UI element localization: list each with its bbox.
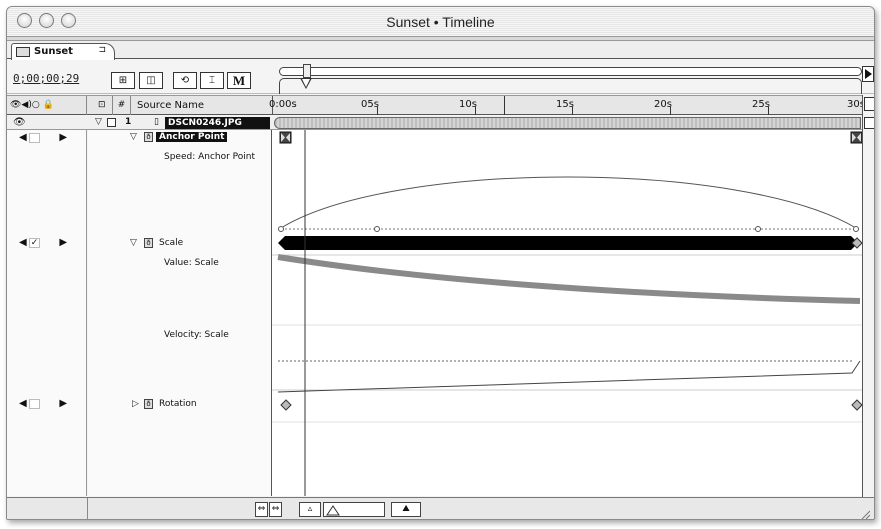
expand-collapse-switches-button[interactable]: ⇔: [255, 502, 268, 517]
speed-handle: [374, 226, 380, 232]
resize-grip-icon[interactable]: [860, 509, 870, 519]
comp-flowchart-button[interactable]: ⊞: [111, 72, 135, 89]
window-title: Sunset • Timeline: [386, 14, 495, 30]
anchor-keyframe-navigator[interactable]: ◀ ▶: [19, 132, 72, 143]
layer-name[interactable]: DSCN0246.JPG: [165, 117, 270, 129]
anchor-expand-triangle-icon[interactable]: ▽: [130, 132, 137, 142]
ruler-tick: [475, 107, 476, 115]
ruler-tick-label: 05s: [361, 99, 379, 110]
footage-icon: ▯: [154, 117, 159, 127]
property-graphs: [272, 130, 863, 496]
tab-label: Sunset: [34, 46, 73, 57]
tab-menu-icon[interactable]: ⊐: [98, 45, 106, 55]
scale-stopwatch-icon[interactable]: ð: [144, 238, 153, 248]
column-header-row: 👁◀)○ 🔒 ⊡ # Source Name 0:00s 05s 10s 15s…: [7, 95, 874, 115]
ruler-tick: [377, 107, 378, 115]
ruler-tick-label: 20s: [654, 99, 672, 110]
work-area-bracket[interactable]: [279, 78, 862, 94]
rotation-keyframe-start: [280, 399, 292, 411]
scale-expand-triangle-icon[interactable]: ▽: [130, 238, 137, 248]
layer-row[interactable]: 👁 ▽ 1 ▯ DSCN0246.JPG: [7, 116, 874, 130]
speed-handle: [278, 226, 284, 232]
scale-label[interactable]: Scale: [159, 238, 184, 248]
speed-handle: [853, 226, 859, 232]
ruler-tick-label: 0:00s: [269, 99, 297, 110]
scroll-thumb[interactable]: [864, 117, 874, 129]
timeline-bottom-bar: ⇔ ⇔ ▵ ⛰: [7, 497, 874, 519]
ruler-tick: [768, 107, 769, 115]
ruler-major-tick: [504, 96, 505, 115]
scale-keyframe-bar: [278, 236, 858, 250]
anchor-keyframe-start-glyph: [281, 133, 290, 142]
current-time-display[interactable]: 0;00;00;29: [13, 72, 80, 85]
tab-row: Sunset ⊐: [7, 41, 874, 60]
minimize-button[interactable]: [39, 13, 54, 28]
anchor-point-label[interactable]: Anchor Point: [156, 132, 228, 142]
label-column-header[interactable]: ⊡: [95, 96, 113, 115]
scale-keyframe-navigator[interactable]: ◀ ▶: [19, 237, 72, 248]
value-scale-curve: [277, 254, 861, 304]
anchor-keyframe-checkbox[interactable]: [29, 133, 40, 143]
time-ruler[interactable]: 0:00s 05s 10s 15s 20s 25s 30s: [269, 96, 865, 115]
source-name-header[interactable]: Source Name: [137, 100, 205, 111]
ruler-tick: [670, 107, 671, 115]
speed-anchor-label: Speed: Anchor Point: [164, 152, 256, 162]
scale-keyframe-checkbox[interactable]: ✓: [29, 238, 40, 248]
rotation-keyframe-checkbox[interactable]: [29, 399, 40, 409]
anchor-keyframe-end-glyph: [852, 133, 861, 142]
render-button[interactable]: ◫: [139, 72, 163, 89]
speed-anchor-curve: [280, 176, 857, 229]
value-scale-label: Value: Scale: [164, 258, 219, 268]
video-eye-icon[interactable]: 👁: [13, 117, 26, 128]
rotation-label[interactable]: Rotation: [159, 399, 197, 409]
av-switches-header: 👁◀)○ 🔒: [7, 96, 87, 115]
time-navigator-thumb[interactable]: [303, 64, 311, 78]
shy-button[interactable]: ⟲: [173, 72, 197, 89]
velocity-scale-label: Velocity: Scale: [164, 330, 229, 340]
close-button[interactable]: [17, 13, 32, 28]
rotation-stopwatch-icon[interactable]: ð: [144, 399, 153, 409]
zoom-in-button[interactable]: ⛰: [391, 502, 421, 517]
layer-duration-bar[interactable]: [274, 117, 861, 129]
anchor-keyframe-start: [279, 131, 292, 144]
speed-handle: [755, 226, 761, 232]
zoom-out-button[interactable]: ▵: [299, 502, 321, 517]
ruler-tick: [572, 107, 573, 115]
rotation-keyframe-end: [851, 399, 863, 411]
property-column: ▽ ð Anchor Point Speed: Anchor Point ▽ ð…: [88, 130, 272, 496]
bottom-divider: [87, 498, 88, 519]
rotation-expand-triangle-icon[interactable]: ▷: [132, 399, 139, 409]
layer-expand-triangle-icon[interactable]: ▽: [95, 117, 102, 127]
timeline-controls: 0;00;00;29 ⊞ ◫ ⟲ ⌶ M: [7, 60, 874, 94]
ruler-tick-label: 30s: [847, 99, 865, 110]
right-scrollbar[interactable]: [862, 95, 874, 497]
title-divider: [7, 37, 874, 41]
timeline-graph-area[interactable]: [272, 130, 863, 496]
title-bar[interactable]: Sunset • Timeline: [7, 7, 874, 37]
zoom-button[interactable]: [61, 13, 76, 28]
frame-blend-button[interactable]: ⌶: [200, 72, 224, 89]
scroll-up-button[interactable]: [864, 97, 874, 111]
zoom-slider[interactable]: [323, 502, 385, 517]
composition-icon: [16, 47, 30, 57]
timeline-window: Sunset • Timeline Sunset ⊐ 0;00;00;29 ⊞ …: [6, 6, 875, 520]
play-triangle-icon: [865, 69, 872, 79]
ruler-tick-label: 25s: [752, 99, 770, 110]
ruler-tick-label: 15s: [556, 99, 574, 110]
expand-collapse-modes-button[interactable]: ⇔: [269, 502, 282, 517]
marker-button[interactable]: M: [227, 72, 251, 89]
navigator-end-button[interactable]: [862, 66, 874, 82]
av-features-column: ◀ ▶ ◀ ▶ ✓ ◀ ▶: [7, 130, 87, 496]
layer-label-color-icon[interactable]: [107, 118, 116, 127]
current-time-indicator-inner: [302, 79, 310, 87]
layer-number: 1: [125, 117, 132, 127]
tab-sunset[interactable]: Sunset ⊐: [11, 43, 115, 60]
zoom-slider-thumb-icon[interactable]: [326, 504, 340, 516]
anchor-stopwatch-icon[interactable]: ð: [144, 132, 153, 142]
velocity-scale-curve: [277, 360, 861, 393]
rotation-keyframe-navigator[interactable]: ◀ ▶: [19, 398, 72, 409]
number-column-header[interactable]: #: [113, 96, 131, 115]
ruler-tick-label: 10s: [459, 99, 477, 110]
time-navigator-slider[interactable]: [279, 67, 862, 76]
